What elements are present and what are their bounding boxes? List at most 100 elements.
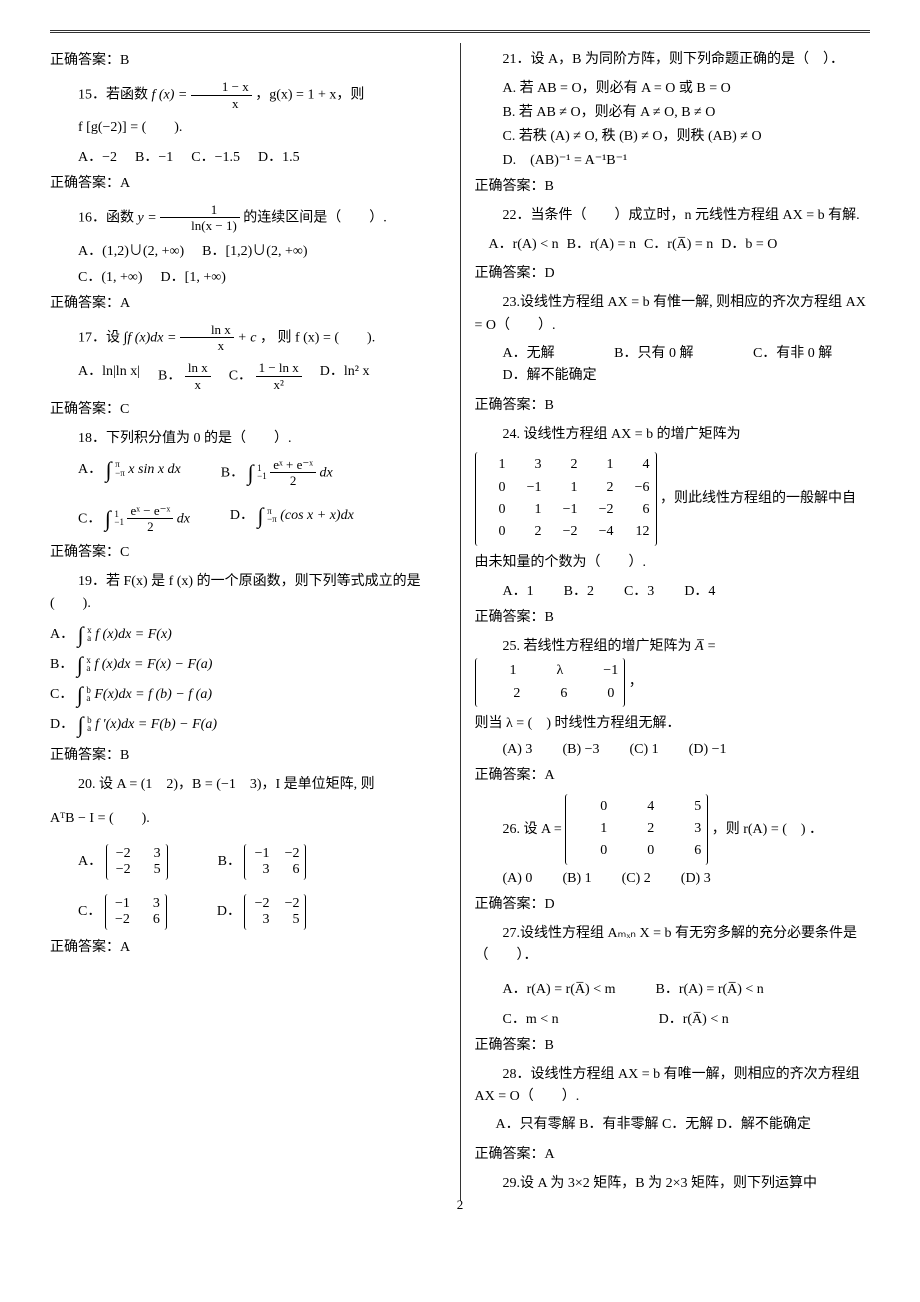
q28-options: A．只有零解 B．有非零解 C．无解 D．解不能确定 — [475, 1114, 871, 1136]
option-c: C．有非 0 解 — [753, 346, 832, 361]
q27-stem: 27.设线性方程组 Aₘₓₙ X = b 有无穷多解的充分必要条件是（ ）． — [475, 923, 871, 968]
text: A̅ = — [695, 639, 716, 654]
integral-icon: ∫ — [77, 682, 83, 708]
limits: x a — [87, 626, 92, 642]
text: 25. 若线性方程组的增广矩阵为 — [503, 639, 696, 654]
cell: −1 — [112, 896, 130, 912]
cell: 1 — [518, 499, 542, 521]
q18-stem: 18．下列积分值为 0 的是（ ）. — [50, 428, 446, 450]
q18-options-row1: A． ∫ π −π x sin x dx B． ∫ 1 −1 — [50, 457, 446, 489]
option-a: (A) 3 — [503, 742, 533, 758]
label: C． — [50, 687, 73, 702]
option-a: A．r(A) = r(A̅) < m — [503, 978, 616, 998]
cell: 1 — [572, 818, 607, 840]
q15-options: A．−2 B．−1 C．−1.5 D．1.5 — [50, 146, 446, 166]
text: ， — [629, 675, 643, 690]
text: ，则 r(A) = ( ) ． — [712, 821, 823, 836]
limits: π −π — [267, 507, 277, 523]
q27-options-1: A．r(A) = r(A̅) < m B．r(A) = r(A̅) < n — [475, 978, 871, 998]
option-b: B．r(A) = n — [567, 234, 636, 256]
option-a: A． −23 −25 — [78, 844, 168, 880]
text: 17．设 — [78, 330, 124, 345]
answer-14: 正确答案：B — [50, 49, 446, 69]
cell: λ — [529, 660, 564, 682]
numerator: ln x — [185, 360, 211, 377]
option-c: C．3 — [624, 580, 654, 600]
q20-stem-2: AᵀB − I = ( ). — [50, 808, 446, 830]
q17-options: A．ln|ln x| B． ln x x C． 1 − ln x x² D．ln… — [50, 360, 446, 392]
cell: −2 — [281, 846, 299, 862]
cell: 5 — [666, 796, 701, 818]
label: A． — [78, 855, 102, 870]
cell: −2 — [112, 912, 130, 928]
option-d: D．ln² x — [320, 360, 370, 392]
cell: −1 — [251, 846, 269, 862]
q26-stem: 26. 设 A = 045 123 006 ，则 r(A) = ( ) ． — [475, 794, 871, 865]
option-c: C．r(A̅) = n — [644, 234, 713, 256]
answer-17: 正确答案：C — [50, 398, 446, 418]
option-c: C. 若秩 (A) ≠ O, 秩 (B) ≠ O，则秩 (AB) ≠ O — [503, 125, 871, 145]
denominator: 2 — [127, 519, 173, 535]
text: 16．函数 — [78, 210, 138, 225]
cell: 6 — [666, 840, 701, 862]
answer-15: 正确答案：A — [50, 172, 446, 192]
cell: −2 — [251, 896, 269, 912]
q20-stem: 20. 设 A = (1 2)，B = (−1 3)，I 是单位矩阵, 则 — [50, 774, 446, 796]
q16-options-2: C．(1, +∞) D．[1, +∞) — [50, 266, 446, 286]
option-a: A．1 — [503, 580, 534, 600]
option-d: D．r(A̅) < n — [659, 1008, 729, 1028]
cell: −4 — [590, 521, 614, 543]
cell: −1 — [554, 499, 578, 521]
option-b: B． ∫ x a f (x)dx = F(x) − F(a) — [50, 652, 446, 678]
q24-options: A．1 B．2 C．3 D．4 — [475, 580, 871, 600]
answer-24: 正确答案：B — [475, 606, 871, 626]
option-c: (C) 2 — [622, 871, 651, 887]
lower: −π — [115, 469, 125, 477]
answer-21: 正确答案：B — [475, 175, 871, 195]
limits: x a — [86, 656, 91, 672]
answer-26: 正确答案：D — [475, 893, 871, 913]
option-c: C． 1 − ln x x² — [229, 360, 302, 392]
option-a: A. 若 AB = O，则必有 A = O 或 B = O — [503, 77, 871, 97]
cell: 2 — [590, 477, 614, 499]
q17-stem: 17．设 ∫f (x)dx = ln x x + c ， 则 f (x) = (… — [50, 322, 446, 354]
cell: 1 — [482, 454, 506, 476]
denominator: ln(x − 1) — [160, 218, 240, 234]
option-b: B．r(A) = r(A̅) < n — [655, 978, 763, 998]
body: f (x)dx = F(x) − F(a) — [94, 657, 212, 672]
option-d: D．解不能确定 — [503, 368, 597, 383]
option-c: (C) 1 — [630, 742, 659, 758]
cell: 1 — [554, 477, 578, 499]
cell: 3 — [142, 896, 160, 912]
label: B． — [221, 465, 244, 480]
q18-options-row2: C． ∫ 1 −1 eˣ − e⁻ˣ 2 dx D． ∫ — [50, 503, 446, 535]
lower: −π — [267, 515, 277, 523]
option-a: A．ln|ln x| — [78, 360, 140, 392]
right-column: 21．设 A，B 为同阶方阵，则下列命题正确的是（ ）． A. 若 AB = O… — [465, 43, 881, 1201]
q27-options-2: C．m < n D．r(A̅) < n — [475, 1008, 871, 1028]
fraction: 1 − ln x x² — [256, 360, 302, 392]
q15-stem-b: f [g(−2)] = ( ). — [50, 117, 446, 139]
cell: 3 — [666, 818, 701, 840]
option-b: B．[1,2)∪(2, +∞) — [202, 240, 307, 260]
answer-25: 正确答案：A — [475, 764, 871, 784]
cell: −1 — [575, 660, 618, 682]
answer-19: 正确答案：B — [50, 744, 446, 764]
cell: 4 — [626, 454, 650, 476]
lower: a — [87, 724, 92, 732]
option-d: D．b = O — [721, 234, 777, 256]
q20-options-row1: A． −23 −25 B． −1−2 36 — [50, 844, 446, 880]
q19-options: A． ∫ x a f (x)dx = F(x) B． ∫ x a f (x)dx — [50, 622, 446, 738]
option-c: C． −13 −26 — [78, 894, 167, 930]
fraction: 1 ln(x − 1) — [160, 202, 240, 234]
option-b: (B) 1 — [562, 871, 591, 887]
option-b: B．−1 — [135, 146, 173, 166]
option-b: B． ln x x — [158, 360, 211, 392]
cell: 6 — [142, 912, 160, 928]
answer-27: 正确答案：B — [475, 1034, 871, 1054]
cell: 1 — [482, 660, 517, 682]
matrix: 13214 0−112−6 01−1−26 02−2−412 — [475, 452, 657, 546]
cell: −2 — [590, 499, 614, 521]
body: f ′(x)dx = F(b) − F(a) — [95, 717, 217, 732]
left-column: 正确答案：B 15．若函数 f (x) = 1 − x x ，g(x) = 1 … — [40, 43, 456, 1201]
